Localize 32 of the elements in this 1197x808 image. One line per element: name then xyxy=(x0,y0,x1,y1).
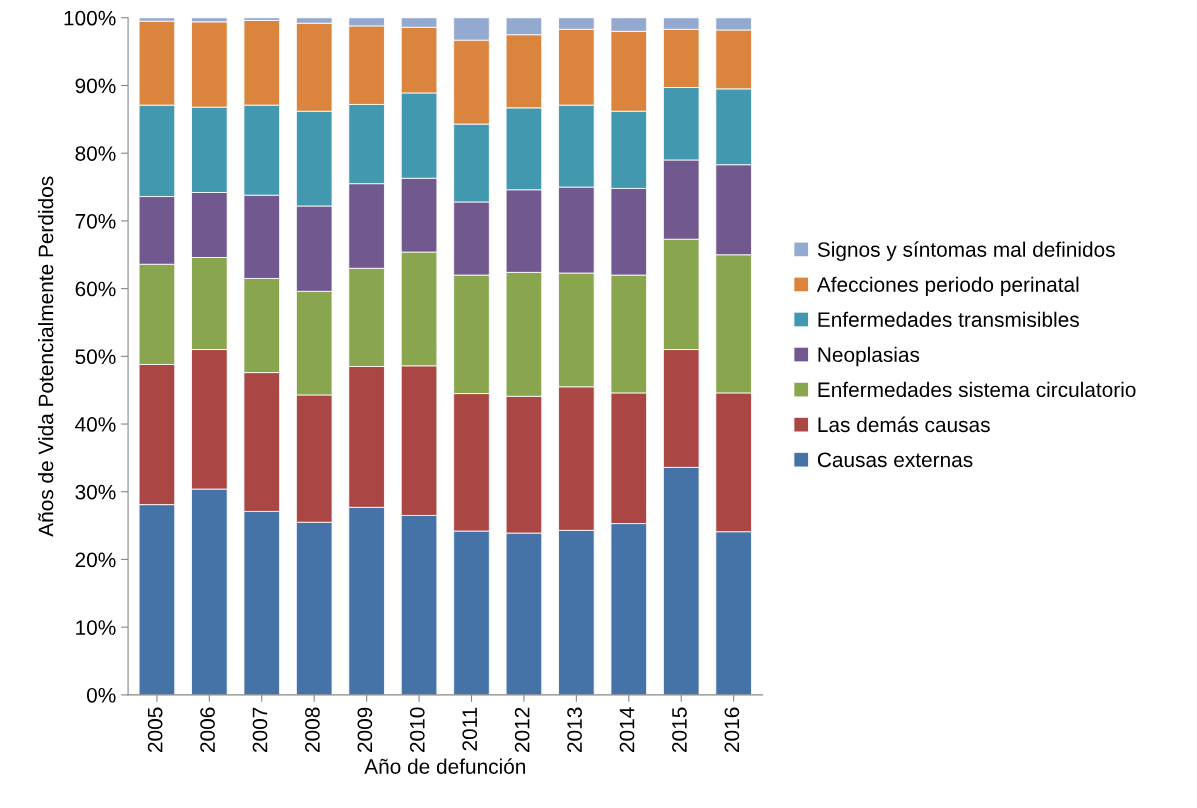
y-axis-title: Años de Vida Potencialmente Perdidos xyxy=(38,176,54,537)
x-tick-label: 2009 xyxy=(357,707,373,752)
legend-label: Signos y síntomas mal definidos xyxy=(817,241,1115,262)
x-tick-label: 2015 xyxy=(672,707,687,752)
y-tick-label: 60% xyxy=(75,281,116,297)
x-tick-label: 2005 xyxy=(147,707,163,752)
y-tick-label: 90% xyxy=(75,78,116,94)
y-tick-label: 100% xyxy=(64,10,116,26)
x-tick-label: 2006 xyxy=(200,707,215,752)
y-tick-label: 80% xyxy=(75,146,116,161)
x-tick-label: 2011 xyxy=(462,707,478,751)
legend-label: Enfermedades transmisibles xyxy=(818,311,1079,327)
y-tick-label: 70% xyxy=(75,213,116,229)
x-tick-label: 2008 xyxy=(305,707,320,752)
legend-label: Neoplasias xyxy=(818,346,920,367)
legend-label: Causas externas xyxy=(817,452,973,468)
x-tick-label: 2012 xyxy=(514,707,530,752)
x-tick-label: 2014 xyxy=(619,707,635,752)
y-tick-label: 0% xyxy=(86,687,116,703)
legend-label: Enfermedades sistema circulatorio xyxy=(818,381,1136,398)
x-tick-label: 2010 xyxy=(409,707,425,752)
y-tick-label: 30% xyxy=(75,484,116,500)
x-tick-label: 2013 xyxy=(567,707,582,752)
x-tick-label: 2007 xyxy=(252,707,268,752)
y-tick-label: 40% xyxy=(75,417,116,432)
legend-label: Las demás causas xyxy=(818,416,990,433)
y-tick-label: 50% xyxy=(75,349,116,365)
legend-label: Afecciones periodo perinatal xyxy=(816,276,1079,297)
y-tick-label: 20% xyxy=(75,552,116,568)
y-tick-label: 10% xyxy=(76,620,116,635)
x-axis-title: Año de defunción xyxy=(364,758,526,774)
x-tick-label: 2016 xyxy=(724,707,740,752)
